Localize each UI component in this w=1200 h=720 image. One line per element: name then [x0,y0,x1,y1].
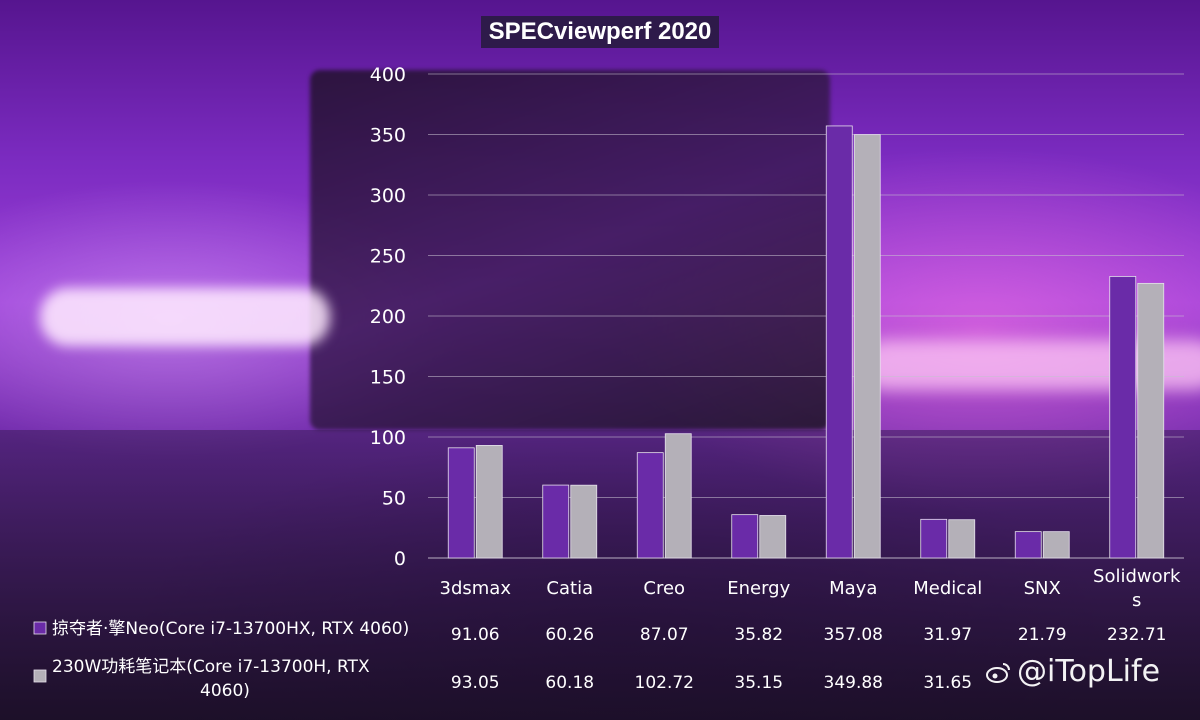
data-table-value: 232.71 [1107,625,1166,645]
y-tick-label: 150 [370,367,406,389]
bar-2 [853,134,881,559]
x-tick-label: s [1132,590,1141,611]
bar-2 [1042,531,1070,559]
bar-1 [447,447,475,559]
y-tick-label: 0 [394,548,406,570]
legend-label-2: 230W功耗笔记本(Core i7-13700H, RTX [52,657,370,677]
watermark: @iTopLife [985,654,1160,689]
data-table-value: 357.08 [824,625,883,645]
background-laptop [310,70,830,430]
bar-2 [570,484,598,559]
x-tick-label: Energy [727,578,790,599]
bar-2 [475,445,503,559]
data-table-value: 93.05 [451,673,500,693]
background-light-left [40,288,330,346]
y-tick-label: 350 [370,125,406,147]
y-tick-label: 100 [370,427,406,449]
bar-1 [542,484,570,559]
data-table-value: 60.26 [545,625,594,645]
y-tick-label: 400 [370,64,406,86]
bar-1 [825,125,853,559]
data-table-value: 31.97 [923,625,972,645]
x-tick-label: Creo [643,578,685,599]
x-tick-label: 3dsmax [440,578,512,599]
bar-2 [948,519,976,559]
data-table-value: 349.88 [824,673,883,693]
bar-1 [636,452,664,559]
weibo-icon [986,662,1010,683]
x-tick-label: Catia [546,578,593,599]
bar-2 [759,515,787,559]
x-tick-label: Medical [913,578,982,599]
x-tick-label: Maya [829,578,877,599]
bar-1 [1014,531,1042,559]
bar-1 [920,518,948,559]
data-table-value: 60.18 [545,673,594,693]
x-tick-label: SNX [1024,578,1061,599]
chart-title-wrap: SPECviewperf 2020 [0,16,1200,48]
data-table-value: 35.15 [734,673,783,693]
bar-2 [664,433,692,559]
chart-title: SPECviewperf 2020 [480,16,720,48]
watermark-text: @iTopLife [1017,654,1161,689]
y-tick-label: 250 [370,246,406,268]
data-table-value: 102.72 [635,673,694,693]
bar-2 [1137,282,1165,559]
legend-label-2: 4060) [200,681,250,701]
x-tick-label: Solidwork [1093,566,1181,587]
y-tick-label: 300 [370,185,406,207]
data-table-value: 31.65 [923,673,972,693]
y-tick-label: 200 [370,306,406,328]
data-table-value: 21.79 [1018,625,1067,645]
bar-1 [1109,276,1137,559]
data-table-value: 35.82 [734,625,783,645]
legend-swatch-2 [33,669,47,683]
background-keyboard [0,430,1200,720]
y-tick-label: 50 [382,488,406,510]
legend-swatch-1 [33,621,47,635]
data-table-value: 87.07 [640,625,689,645]
bar-1 [731,514,759,559]
data-table-value: 91.06 [451,625,500,645]
legend-label-1: 掠夺者·擎Neo(Core i7-13700HX, RTX 4060) [52,619,409,639]
